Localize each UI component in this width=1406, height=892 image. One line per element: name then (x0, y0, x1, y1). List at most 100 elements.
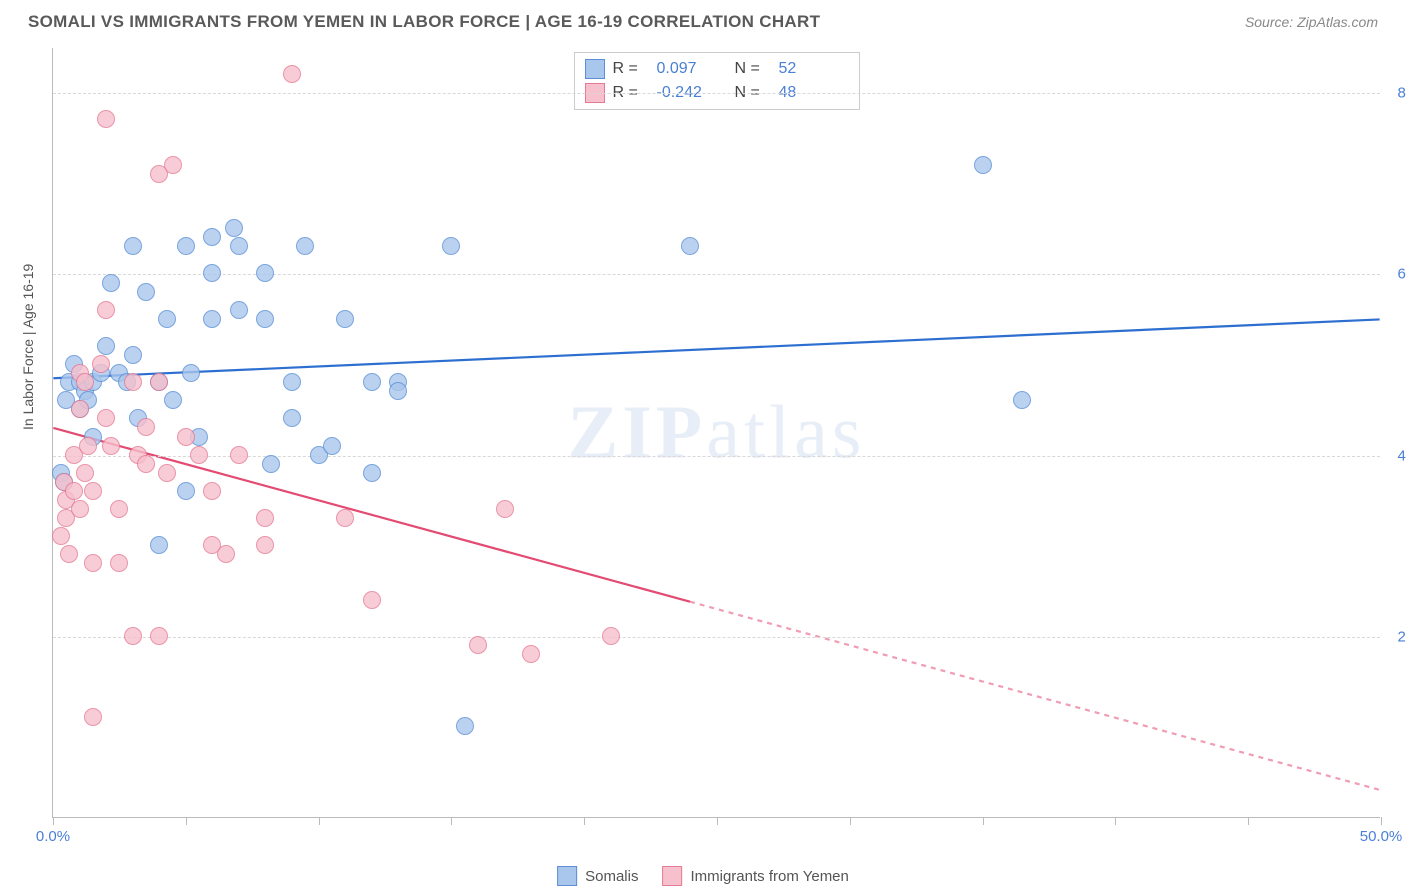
data-point-somalis (974, 156, 992, 174)
data-point-yemen (363, 591, 381, 609)
data-point-somalis (442, 237, 460, 255)
data-point-yemen (124, 373, 142, 391)
data-point-somalis (323, 437, 341, 455)
x-tick-label: 0.0% (36, 828, 70, 845)
data-point-somalis (158, 310, 176, 328)
data-point-somalis (456, 717, 474, 735)
x-tick (319, 817, 320, 825)
scatter-chart: ZIPatlas R =0.097N =52R =-0.242N =48 20.… (52, 48, 1380, 818)
x-tick (983, 817, 984, 825)
y-tick-label: 40.0% (1397, 447, 1406, 464)
data-point-yemen (65, 482, 83, 500)
x-tick (717, 817, 718, 825)
data-point-somalis (389, 382, 407, 400)
legend-stat-row-somalis: R =0.097N =52 (585, 57, 849, 81)
page-header: SOMALI VS IMMIGRANTS FROM YEMEN IN LABOR… (0, 0, 1406, 38)
data-point-yemen (496, 500, 514, 518)
gridline-h (53, 93, 1380, 94)
y-axis-label: In Labor Force | Age 16-19 (20, 264, 36, 430)
data-point-somalis (102, 274, 120, 292)
source-attribution: Source: ZipAtlas.com (1245, 14, 1378, 30)
data-point-yemen (110, 554, 128, 572)
legend-swatch-somalis (557, 866, 577, 886)
data-point-somalis (164, 391, 182, 409)
data-point-yemen (230, 446, 248, 464)
data-point-somalis (203, 228, 221, 246)
data-point-yemen (52, 527, 70, 545)
data-point-yemen (84, 554, 102, 572)
correlation-legend: R =0.097N =52R =-0.242N =48 (574, 52, 860, 110)
data-point-yemen (84, 708, 102, 726)
legend-swatch-yemen (662, 866, 682, 886)
data-point-yemen (158, 464, 176, 482)
data-point-somalis (124, 237, 142, 255)
data-point-somalis (150, 536, 168, 554)
data-point-somalis (225, 219, 243, 237)
data-point-yemen (164, 156, 182, 174)
x-tick-label: 50.0% (1360, 828, 1403, 845)
chart-title: SOMALI VS IMMIGRANTS FROM YEMEN IN LABOR… (28, 12, 820, 32)
data-point-yemen (76, 373, 94, 391)
series-legend: Somalis Immigrants from Yemen (557, 866, 849, 886)
data-point-yemen (110, 500, 128, 518)
data-point-somalis (336, 310, 354, 328)
x-tick (53, 817, 54, 825)
watermark: ZIPatlas (568, 389, 866, 476)
gridline-h (53, 274, 1380, 275)
legend-label: Immigrants from Yemen (690, 868, 848, 885)
x-tick (1248, 817, 1249, 825)
data-point-yemen (150, 373, 168, 391)
data-point-yemen (522, 645, 540, 663)
data-point-somalis (296, 237, 314, 255)
gridline-h (53, 637, 1380, 638)
x-tick (451, 817, 452, 825)
legend-swatch-somalis (585, 59, 605, 79)
data-point-somalis (230, 237, 248, 255)
data-point-somalis (97, 337, 115, 355)
data-point-yemen (76, 464, 94, 482)
data-point-yemen (256, 536, 274, 554)
y-tick-label: 60.0% (1397, 266, 1406, 283)
x-tick (584, 817, 585, 825)
n-value: 52 (779, 60, 849, 78)
legend-label: Somalis (585, 868, 638, 885)
data-point-somalis (177, 482, 195, 500)
r-value: 0.097 (657, 60, 727, 78)
x-tick (186, 817, 187, 825)
data-point-somalis (256, 310, 274, 328)
data-point-yemen (97, 110, 115, 128)
data-point-somalis (256, 264, 274, 282)
data-point-yemen (256, 509, 274, 527)
data-point-yemen (60, 545, 78, 563)
data-point-yemen (137, 455, 155, 473)
y-tick-label: 20.0% (1397, 628, 1406, 645)
data-point-yemen (84, 482, 102, 500)
data-point-somalis (363, 373, 381, 391)
data-point-yemen (190, 446, 208, 464)
x-tick (1381, 817, 1382, 825)
data-point-yemen (217, 545, 235, 563)
gridline-h (53, 456, 1380, 457)
data-point-somalis (124, 346, 142, 364)
data-point-yemen (97, 301, 115, 319)
data-point-yemen (283, 65, 301, 83)
legend-item-somalis: Somalis (557, 866, 638, 886)
data-point-somalis (230, 301, 248, 319)
data-point-somalis (182, 364, 200, 382)
data-point-somalis (681, 237, 699, 255)
data-point-somalis (283, 409, 301, 427)
data-point-yemen (97, 409, 115, 427)
data-point-somalis (203, 310, 221, 328)
data-point-yemen (137, 418, 155, 436)
x-tick (850, 817, 851, 825)
data-point-yemen (203, 482, 221, 500)
data-point-somalis (363, 464, 381, 482)
data-point-somalis (137, 283, 155, 301)
data-point-yemen (124, 627, 142, 645)
data-point-somalis (177, 237, 195, 255)
n-label: N = (735, 60, 771, 78)
data-point-somalis (283, 373, 301, 391)
data-point-yemen (177, 428, 195, 446)
data-point-yemen (71, 500, 89, 518)
data-point-yemen (92, 355, 110, 373)
